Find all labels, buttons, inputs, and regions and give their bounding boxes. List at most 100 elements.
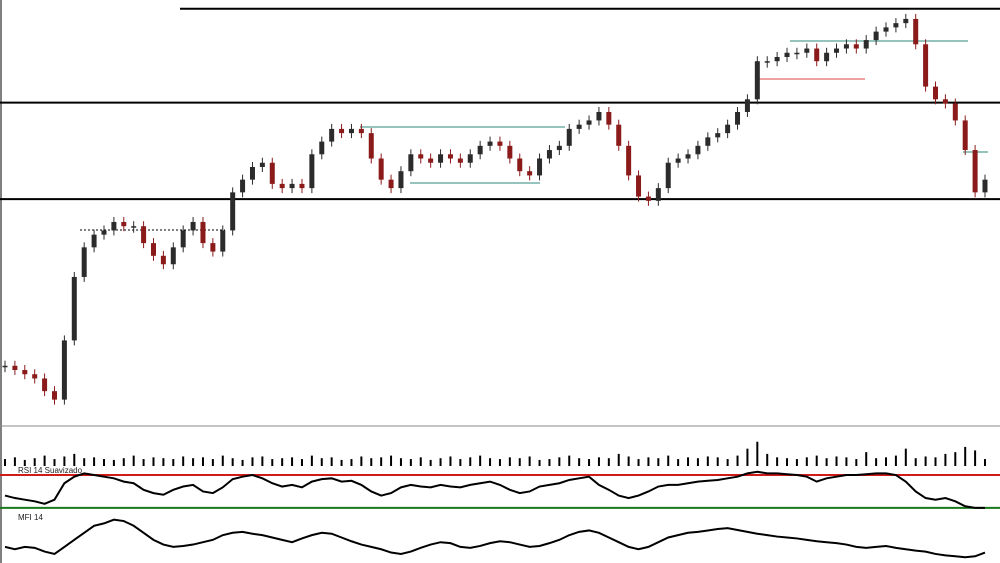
candle-body xyxy=(804,48,810,53)
volume-bar xyxy=(696,458,699,466)
volume-bar xyxy=(469,457,472,466)
volume-bar xyxy=(399,458,402,466)
candle-body xyxy=(715,133,721,138)
candle-body xyxy=(655,188,661,201)
volume-bar xyxy=(459,459,462,466)
volume-bar xyxy=(756,441,759,466)
candle-body xyxy=(418,154,424,159)
volume-bar xyxy=(112,459,115,466)
candle-body xyxy=(695,145,701,155)
candle-body xyxy=(942,99,948,104)
candle-body xyxy=(71,276,77,341)
volume-bar xyxy=(865,452,868,466)
candle-body xyxy=(398,171,404,189)
candle-body xyxy=(22,370,28,375)
volume-bar xyxy=(251,457,254,466)
candle-body xyxy=(972,150,978,193)
candle-body xyxy=(180,230,186,248)
candle-body xyxy=(240,179,246,193)
candle-body xyxy=(428,158,434,163)
volume-bar xyxy=(211,459,214,466)
volume-bar xyxy=(350,459,353,466)
volume-bar xyxy=(201,457,204,466)
volume-bar xyxy=(102,459,105,466)
candle-body xyxy=(12,365,18,371)
candle-body xyxy=(863,40,869,49)
candle-body xyxy=(566,128,572,146)
volume-bar xyxy=(617,453,620,466)
volume-bar xyxy=(449,456,452,466)
candle-body xyxy=(131,226,137,228)
candle-body xyxy=(626,145,632,176)
volume-bar xyxy=(914,458,917,466)
candle-body xyxy=(339,128,345,134)
candle-body xyxy=(645,196,651,201)
volume-bar xyxy=(340,459,343,466)
candle-body xyxy=(923,44,929,87)
volume-bar xyxy=(43,455,46,466)
volume-bar xyxy=(419,457,422,466)
candle-body xyxy=(388,179,394,189)
volume-bar xyxy=(578,458,581,466)
volume-bar xyxy=(380,457,383,466)
candle-body xyxy=(467,154,473,163)
volume-bar xyxy=(558,457,561,466)
candle-body xyxy=(596,111,602,121)
volume-bar xyxy=(528,456,531,466)
volume-bar xyxy=(271,459,274,466)
volume-bar xyxy=(479,455,482,466)
candle-body xyxy=(2,365,8,368)
volume-bar xyxy=(23,459,26,466)
candle-body xyxy=(933,86,939,100)
candle-body xyxy=(794,52,800,55)
volume-bar xyxy=(390,455,393,466)
candle-body xyxy=(51,391,57,400)
volume-bar xyxy=(934,457,937,466)
volume-bar xyxy=(4,459,6,466)
candle-body xyxy=(141,226,147,244)
volume-bar xyxy=(310,455,313,466)
volume-bar xyxy=(300,459,303,466)
volume-bar xyxy=(825,458,828,466)
volume-bar xyxy=(241,459,244,466)
volume-bar xyxy=(588,459,591,466)
candle-body xyxy=(665,162,671,189)
volume-bar xyxy=(954,452,957,466)
volume-bar xyxy=(627,456,630,466)
volume-bar xyxy=(409,459,412,466)
volume-bar xyxy=(726,459,729,466)
candle-body xyxy=(824,52,830,62)
volume-bar xyxy=(657,458,660,466)
candle-body xyxy=(913,18,919,45)
candle-body xyxy=(744,99,750,112)
candle-body xyxy=(814,48,820,62)
volume-bar xyxy=(291,457,294,466)
volume-bar xyxy=(736,455,739,466)
volume-bar xyxy=(677,459,680,466)
candle-body xyxy=(774,56,780,62)
volume-bar xyxy=(805,457,808,466)
volume-bar xyxy=(429,459,432,466)
candle-body xyxy=(784,52,790,57)
volume-bar xyxy=(924,456,927,466)
candle-body xyxy=(111,221,117,231)
candle-body xyxy=(319,141,325,155)
volume-bar xyxy=(231,458,234,466)
volume-bar xyxy=(132,455,135,466)
volume-bar xyxy=(716,457,719,466)
candle-body xyxy=(150,243,156,256)
candle-body xyxy=(507,145,513,159)
candle-body xyxy=(279,183,285,189)
candle-body xyxy=(81,247,87,277)
candle-body xyxy=(299,183,305,189)
candle-body xyxy=(546,150,552,159)
candle-body xyxy=(447,154,453,159)
candle-body xyxy=(101,230,107,235)
volume-bar xyxy=(489,458,492,466)
volume-bar xyxy=(538,459,541,466)
volume-bar xyxy=(885,457,888,466)
volume-bar xyxy=(795,459,798,466)
volume-bar xyxy=(122,458,125,466)
volume-bar xyxy=(53,459,56,466)
